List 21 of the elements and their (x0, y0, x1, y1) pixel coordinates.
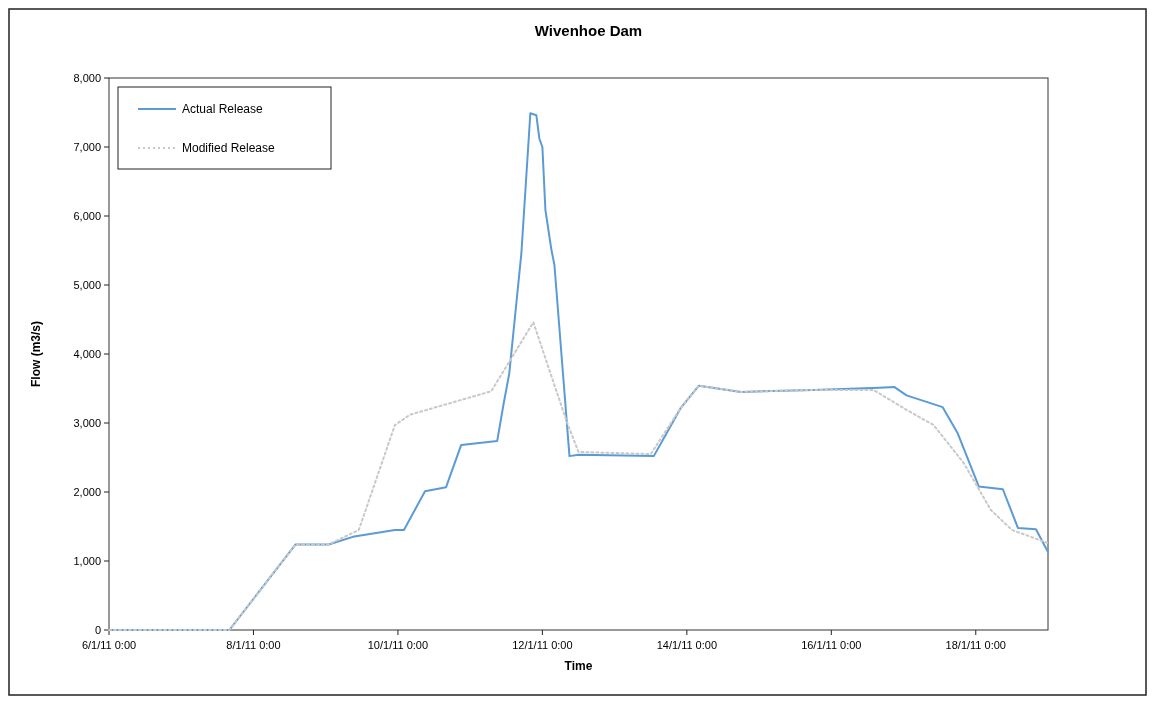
x-tick-label: 6/1/11 0:00 (81, 639, 137, 651)
chart-title: Wivenhoe Dam (534, 22, 643, 39)
y-tick-label: 3,000 (73, 416, 101, 429)
x-tick-label: 10/1/11 0:00 (367, 639, 429, 651)
y-tick-label: 6,000 (73, 209, 101, 222)
x-tick-label: 18/1/11 0:00 (945, 639, 1006, 651)
x-tick-label: 12/1/11 0:00 (512, 639, 573, 651)
x-axis-title: Time (564, 659, 593, 673)
legend-label: Actual Release (182, 102, 264, 117)
x-tick-label: 16/1/11 0:00 (801, 639, 862, 651)
y-tick-label: 5,000 (73, 278, 101, 291)
legend-label: Modified Release (182, 141, 276, 156)
x-tick-label: 8/1/11 0:00 (226, 639, 281, 651)
y-tick-label: 4,000 (73, 347, 101, 360)
y-tick-label: 2,000 (73, 485, 101, 498)
y-tick-label: 0 (94, 623, 101, 636)
y-tick-label: 7,000 (73, 140, 101, 153)
y-tick-label: 8,000 (73, 71, 101, 84)
y-tick-label: 1,000 (73, 554, 101, 567)
y-axis-title: Flow (m3/s) (29, 320, 43, 388)
x-tick-label: 14/1/11 0:00 (656, 639, 718, 651)
